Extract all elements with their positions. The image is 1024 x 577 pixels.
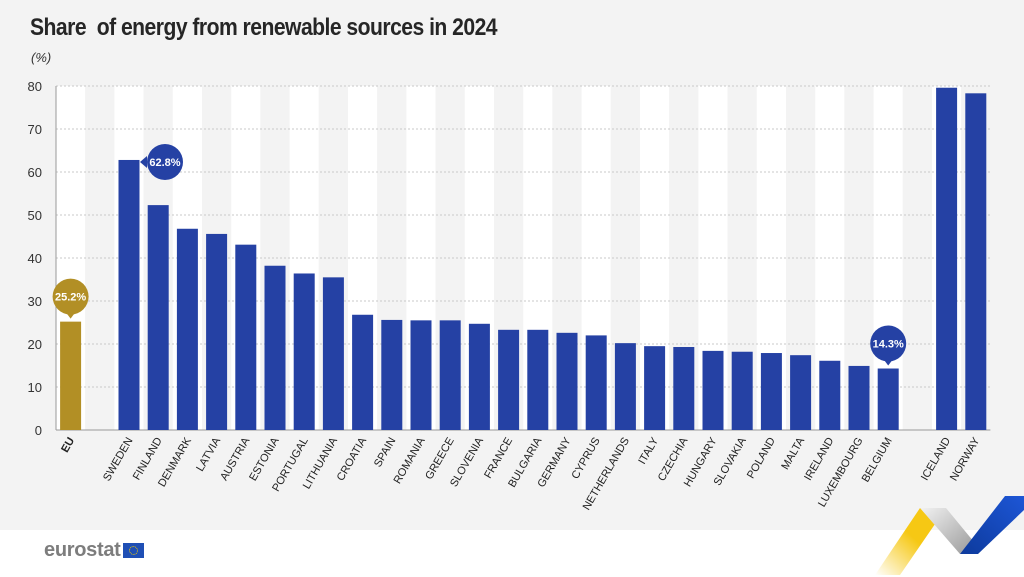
x-tick-label: POLAND <box>745 435 778 480</box>
x-tick-label: EU <box>59 435 77 454</box>
bar-germany <box>556 332 578 430</box>
bar-norway <box>965 93 987 430</box>
ribbon-grey <box>920 508 974 554</box>
y-tick-label: 60 <box>28 165 42 180</box>
annotation-label: 62.8% <box>149 157 180 169</box>
bar-italy <box>644 346 666 430</box>
bar-luxembourg <box>848 365 870 430</box>
ribbon-yellow <box>875 508 946 575</box>
bar-portugal <box>293 273 315 430</box>
x-tick-label: CROATIA <box>335 435 370 483</box>
y-tick-label: 50 <box>28 208 42 223</box>
y-tick-label: 20 <box>28 337 42 352</box>
x-tick-label: MALTA <box>779 435 807 472</box>
x-tick-label: FRANCE <box>482 436 515 481</box>
x-tick-label: CYPRUS <box>569 436 602 482</box>
annotation-bubble <box>870 325 907 362</box>
bar-slovenia <box>468 323 490 430</box>
annotation-pointer <box>140 155 147 168</box>
bar-austria <box>235 244 257 430</box>
x-tick-label: BELGIUM <box>860 436 895 485</box>
y-tick-label: 40 <box>28 251 42 266</box>
bar-ireland <box>819 360 841 430</box>
annotation-bubble <box>52 278 89 315</box>
bar-romania <box>410 320 432 430</box>
bar-lithuania <box>322 277 344 430</box>
bar-cyprus <box>585 335 607 430</box>
bar-finland <box>147 205 169 430</box>
eurostat-ribbon-decoration <box>875 496 1024 575</box>
bar-latvia <box>206 233 228 430</box>
y-tick-label: 10 <box>28 380 42 395</box>
bar-sweden <box>118 159 140 430</box>
bar-hungary <box>702 350 724 430</box>
bar-eu <box>60 321 82 430</box>
y-tick-label: 70 <box>28 122 42 137</box>
x-tick-label: LATVIA <box>194 435 223 474</box>
logo-text: eurostat <box>44 539 121 561</box>
eurostat-logo: eurostat <box>44 539 144 562</box>
bar-slovakia <box>731 351 753 430</box>
x-tick-label: NORWAY <box>948 435 983 483</box>
chart-title: Share of energy from renewable sources i… <box>30 14 498 41</box>
bar-bulgaria <box>527 329 549 430</box>
bar-poland <box>760 353 782 430</box>
bar-estonia <box>264 265 286 430</box>
bar-france <box>498 329 520 430</box>
bar-netherlands <box>614 343 636 430</box>
annotation-bubble <box>147 143 183 180</box>
bar-belgium <box>877 368 899 430</box>
y-tick-label: 80 <box>28 79 42 94</box>
bar-greece <box>439 320 461 430</box>
x-tick-label: ITALY <box>636 435 661 467</box>
annotation-label: 25.2% <box>55 292 86 304</box>
bar-croatia <box>352 314 374 430</box>
bar-iceland <box>936 87 958 430</box>
y-axis-unit: (%) <box>31 50 52 65</box>
eu-flag-icon <box>122 543 144 558</box>
bar-denmark <box>176 228 198 430</box>
annotation-label: 14.3% <box>873 339 904 351</box>
bar-czechia <box>673 347 695 430</box>
y-tick-label: 0 <box>35 423 42 438</box>
x-tick-label: SPAIN <box>372 435 399 469</box>
x-tick-label: GREECE <box>423 436 457 482</box>
bar-malta <box>790 355 812 430</box>
ribbon-blue <box>960 496 1024 554</box>
y-tick-label: 30 <box>28 294 42 309</box>
bar-spain <box>381 319 403 430</box>
